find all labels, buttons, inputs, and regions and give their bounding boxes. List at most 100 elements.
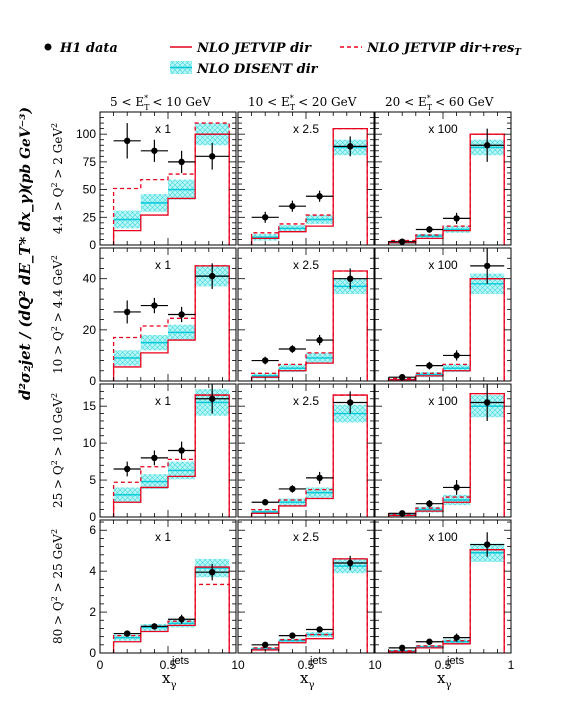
data-point	[484, 142, 491, 149]
row-label-sup: 2	[50, 529, 59, 534]
x-tick-label: 0	[97, 658, 104, 672]
data-point	[426, 362, 433, 369]
scale-label: x 100	[428, 258, 458, 272]
scale-label: x 2.5	[293, 530, 319, 544]
row-label-sup: 2	[50, 182, 59, 187]
x-tick-label: 0.5	[160, 658, 177, 672]
x-axis-label: xγ	[437, 669, 451, 691]
data-point	[262, 357, 269, 364]
panel-content	[112, 122, 230, 245]
panel-content	[250, 127, 368, 245]
data-point	[484, 399, 491, 406]
panel-r1-c1: x 2.5	[237, 247, 375, 382]
column-header-sub: T	[427, 103, 433, 112]
data-point	[453, 634, 460, 641]
x-axis-label-sub: γ	[308, 680, 314, 691]
data-point	[453, 352, 460, 359]
y-axis-title: d²σ₂jet / (dQ² dE_T* dx_γ) (pb GeV⁻³)	[16, 107, 34, 400]
data-point	[151, 454, 158, 462]
panel-r0-c0: 0 25 50 75 100 x 1	[76, 111, 237, 252]
column-header-text: 10 < E	[248, 95, 290, 109]
data-point	[178, 447, 185, 454]
scale-label: x 100	[428, 394, 458, 408]
x-axis-label: xγ	[162, 669, 176, 691]
data-point	[289, 632, 296, 639]
y-tick-label: 6	[89, 523, 96, 537]
legend-data-marker	[44, 43, 52, 51]
y-tick-label: 5	[89, 473, 96, 487]
y-tick-label: 25	[83, 210, 97, 224]
column-header-sup: *	[427, 94, 431, 103]
y-tick-label: 75	[83, 155, 97, 169]
panel-content	[250, 268, 368, 381]
panel-content	[112, 263, 230, 381]
column-header-1: 10 < E* T < 20 GeV	[248, 94, 357, 112]
y-tick-label: 0	[89, 646, 96, 660]
row-label-3: 80 > Q2 > 25 GeV2	[50, 529, 65, 644]
data-point	[289, 203, 296, 210]
row-label-sup: 2	[50, 255, 59, 260]
x-axis-label-jets: jets	[446, 655, 465, 667]
row-label-text: 10 > Q	[51, 331, 65, 374]
data-point	[178, 616, 185, 623]
panel-r3-c2: x 100	[374, 519, 512, 654]
panel-r0-c2: x 100	[374, 111, 512, 246]
data-point	[399, 644, 406, 652]
data-point	[209, 395, 216, 402]
column-header-2: 20 < E* T < 60 GeV	[385, 94, 494, 112]
row-label-sup: 2	[50, 393, 59, 398]
scale-label: x 1	[155, 122, 171, 136]
data-point	[316, 474, 323, 482]
scale-label: x 2.5	[293, 122, 319, 136]
panel-r3-c0: 0 2 4 6 x 1	[89, 519, 237, 660]
legend-disent-dir: NLO DISENT dir	[196, 62, 319, 77]
y-tick-label: 0	[89, 510, 96, 524]
y-tick-label: 10	[83, 436, 97, 450]
panel-r2-c2: x 100	[374, 383, 512, 518]
panel-content	[250, 391, 368, 517]
y-tick-label: 4	[89, 564, 96, 578]
panel-content	[387, 128, 505, 245]
column-header-0: 5 < E* T < 10 GeV	[110, 94, 211, 112]
y-tick-label: 50	[83, 183, 97, 197]
y-axis-title-text: d²σ₂jet / (dQ² dE_T* dx_γ)	[16, 187, 34, 400]
y-tick-label: 40	[83, 272, 97, 286]
column-header-tail: < 60 GeV	[435, 95, 494, 109]
y-axis-unit-text: (pb GeV⁻³)	[18, 107, 34, 190]
data-point	[178, 158, 185, 166]
data-point	[347, 275, 354, 282]
x-axis-label-sub: γ	[445, 680, 451, 691]
x-axis-label: xγ	[300, 669, 314, 691]
data-point	[151, 147, 158, 154]
panel-r2-c1: x 2.5	[237, 383, 375, 518]
data-point	[347, 559, 354, 567]
data-point	[209, 568, 216, 576]
jetvip-dir-res-histogram	[250, 270, 368, 381]
panel-content	[112, 558, 230, 653]
jetvip-dir-res-histogram	[112, 122, 230, 245]
legend-h1-data: H1 data	[59, 41, 118, 56]
data-point	[124, 137, 131, 145]
legend-jetvip-res: NLO JETVIP dir+resT	[366, 41, 522, 58]
scale-label: x 1	[155, 530, 171, 544]
y-tick-label: 0	[89, 238, 96, 252]
data-point	[151, 623, 158, 630]
panel-r1-c2: x 100	[374, 247, 512, 382]
column-header-sup: *	[144, 94, 148, 103]
data-point	[484, 262, 491, 270]
panel-r3-c1: x 2.5	[237, 519, 375, 654]
y-tick-label: 20	[83, 323, 97, 337]
panel-r2-c0: 0 5 10 15 x 1	[83, 383, 237, 524]
x-axis-label-sub: γ	[170, 680, 176, 691]
x-tick-label: 0.5	[298, 658, 315, 672]
data-point	[316, 193, 323, 200]
data-point	[426, 226, 433, 233]
y-tick-label: 0	[89, 374, 96, 388]
row-label-tail: > 4.4 GeV	[51, 260, 65, 326]
row-label-tail: > 10 GeV	[51, 398, 65, 460]
row-label-sup: 2	[50, 326, 59, 331]
data-point	[289, 345, 296, 353]
